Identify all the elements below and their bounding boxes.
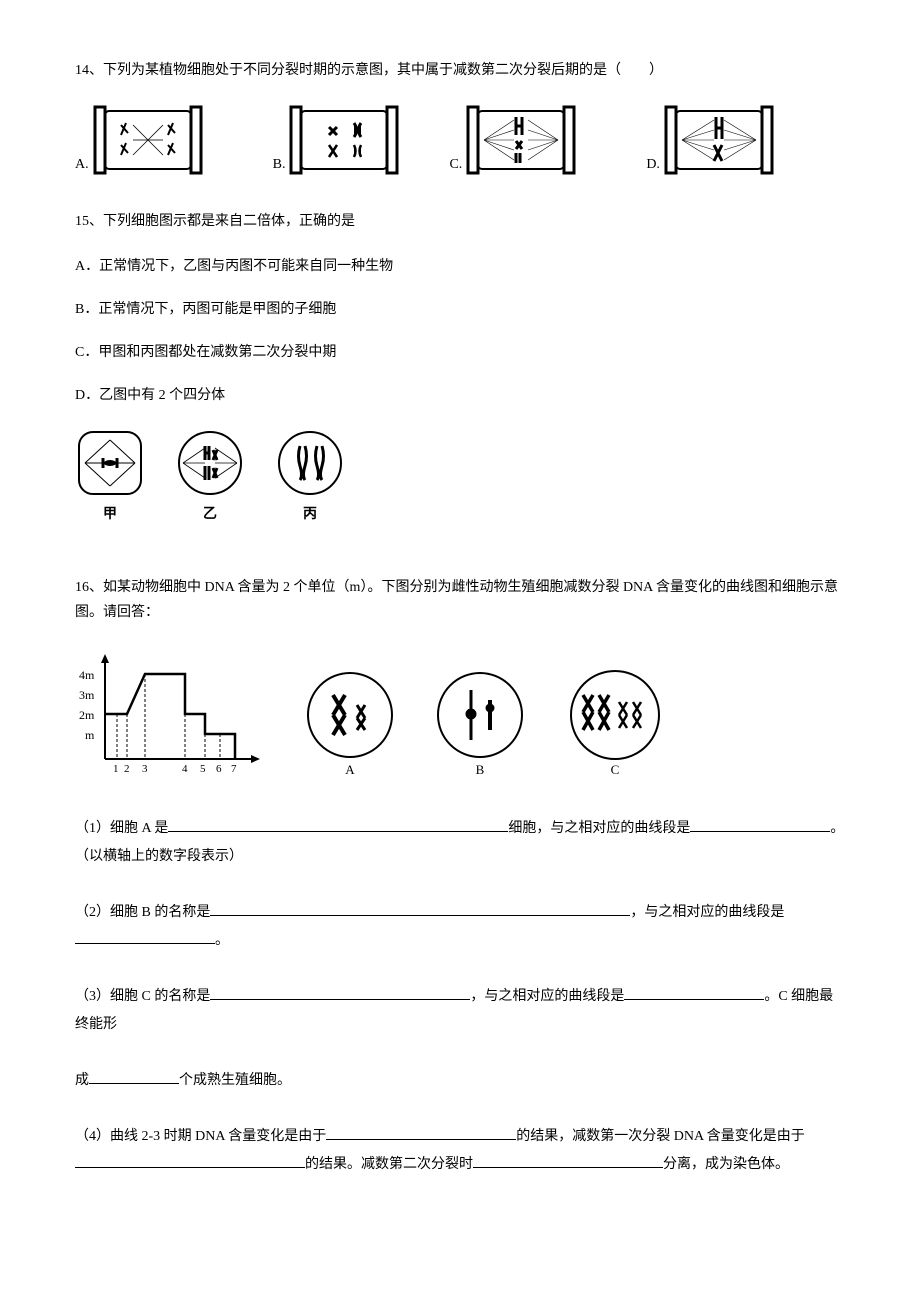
q14-text: 14、下列为某植物细胞处于不同分裂时期的示意图，其中属于减数第二次分裂后期的是（… xyxy=(75,60,845,81)
cell-b-label: B xyxy=(435,760,525,780)
q14-opt-b-label: B. xyxy=(273,154,286,175)
q14-opt-b: B. xyxy=(273,105,400,175)
svg-text:5: 5 xyxy=(200,763,206,775)
svg-text:3: 3 xyxy=(142,763,148,775)
blank xyxy=(210,984,470,1000)
q15-cell-yi: 乙 xyxy=(175,428,245,525)
svg-text:4: 4 xyxy=(182,763,188,775)
q16-sub4-b: 的结果，减数第一次分裂 DNA 含量变化是由于 xyxy=(516,1129,805,1144)
q16-sub4-d: 分离，成为染色体。 xyxy=(663,1157,789,1172)
q16-sub4: （4）曲线 2-3 时期 DNA 含量变化是由于 的结果，减数第一次分裂 DNA … xyxy=(75,1123,845,1179)
cell-c-label: C xyxy=(565,760,665,780)
blank xyxy=(75,928,215,944)
cell-a-label: A xyxy=(305,760,395,780)
blank xyxy=(690,816,830,832)
q16-sub2-b: ，与之相对应的曲线段是 xyxy=(630,905,784,920)
q16-sub3-b: ，与之相对应的曲线段是 xyxy=(470,989,624,1004)
cell-b-wrap: B xyxy=(435,670,525,780)
q16-sub4-a: （4）曲线 2-3 时期 DNA 含量变化是由于 xyxy=(75,1129,326,1144)
q16-diagrams: 4m 3m 2m m 1 2 3 4 5 6 7 A xyxy=(75,649,845,779)
q16-sub2-c: 。 xyxy=(215,933,229,948)
blank xyxy=(326,1124,516,1140)
cell-c-svg xyxy=(565,670,665,760)
q16-sub1: （1）细胞 A 是细胞，与之相对应的曲线段是。（以横轴上的数字段表示） xyxy=(75,815,845,871)
q16-sub2-a: （2）细胞 B 的名称是 xyxy=(75,905,210,920)
cell-b-svg xyxy=(435,670,525,760)
cell-diagram-a xyxy=(93,105,203,175)
q15-cell-jia: 甲 xyxy=(75,428,145,525)
svg-text:2m: 2m xyxy=(79,708,95,722)
q15-opt-c: C．甲图和丙图都处在减数第二次分裂中期 xyxy=(75,342,845,363)
cell-jia-svg xyxy=(75,428,145,498)
cell-diagram-d xyxy=(664,105,774,175)
blank xyxy=(473,1152,663,1168)
svg-text:m: m xyxy=(85,728,95,742)
svg-text:4m: 4m xyxy=(79,668,95,682)
q16-sub1-b: 细胞，与之相对应的曲线段是 xyxy=(508,821,690,836)
q14-opt-d-label: D. xyxy=(646,154,660,175)
q16-sub4-c: 的结果。减数第二次分裂时 xyxy=(305,1157,473,1172)
svg-text:6: 6 xyxy=(216,763,222,775)
q14-opt-a: A. xyxy=(75,105,203,175)
cell-c-wrap: C xyxy=(565,670,665,780)
q15-label-bing: 丙 xyxy=(275,504,345,525)
q15-label-jia: 甲 xyxy=(75,504,145,525)
svg-text:3m: 3m xyxy=(79,688,95,702)
q14-options-row: A. B. xyxy=(75,105,845,175)
q14-opt-d: D. xyxy=(646,105,774,175)
svg-text:2: 2 xyxy=(124,763,130,775)
blank xyxy=(168,816,508,832)
q15-text: 15、下列细胞图示都是来自二倍体，正确的是 xyxy=(75,211,845,232)
blank xyxy=(89,1068,179,1084)
q16-sub3-e: 个成熟生殖细胞。 xyxy=(179,1073,291,1088)
cell-yi-svg xyxy=(175,428,245,498)
cell-diagram-b xyxy=(289,105,399,175)
blank xyxy=(75,1152,305,1168)
cell-a-wrap: A xyxy=(305,670,395,780)
q16-sub3b: 成 个成熟生殖细胞。 xyxy=(75,1067,845,1095)
q16-sub3-d: 成 xyxy=(75,1073,89,1088)
dna-curve-chart: 4m 3m 2m m 1 2 3 4 5 6 7 xyxy=(75,649,265,779)
q14-opt-a-label: A. xyxy=(75,154,89,175)
blank xyxy=(210,900,630,916)
q15-cell-bing: 丙 xyxy=(275,428,345,525)
q15-label-yi: 乙 xyxy=(175,504,245,525)
q14-opt-c-label: C. xyxy=(449,154,462,175)
svg-text:7: 7 xyxy=(231,763,237,775)
cell-a-svg xyxy=(305,670,395,760)
q16-sub3: （3）细胞 C 的名称是，与之相对应的曲线段是。C 细胞最终能形 xyxy=(75,983,845,1039)
q15-diagrams: 甲 乙 丙 xyxy=(75,428,845,525)
q15-opt-a: A．正常情况下，乙图与丙图不可能来自同一种生物 xyxy=(75,256,845,277)
q14-opt-c: C. xyxy=(449,105,576,175)
q15-opt-b: B．正常情况下，丙图可能是甲图的子细胞 xyxy=(75,299,845,320)
q16-sub2: （2）细胞 B 的名称是 ，与之相对应的曲线段是。 xyxy=(75,899,845,955)
blank xyxy=(624,984,764,1000)
q15-opt-d: D．乙图中有 2 个四分体 xyxy=(75,385,845,406)
svg-text:1: 1 xyxy=(113,763,119,775)
q16-sub3-a: （3）细胞 C 的名称是 xyxy=(75,989,210,1004)
q15-options: A．正常情况下，乙图与丙图不可能来自同一种生物 B．正常情况下，丙图可能是甲图的… xyxy=(75,256,845,406)
q16-text: 16、如某动物细胞中 DNA 含量为 2 个单位（m）。下图分别为雌性动物生殖细… xyxy=(75,575,845,625)
cell-bing-svg xyxy=(275,428,345,498)
cell-diagram-c xyxy=(466,105,576,175)
q16-sub1-a: （1）细胞 A 是 xyxy=(75,821,168,836)
